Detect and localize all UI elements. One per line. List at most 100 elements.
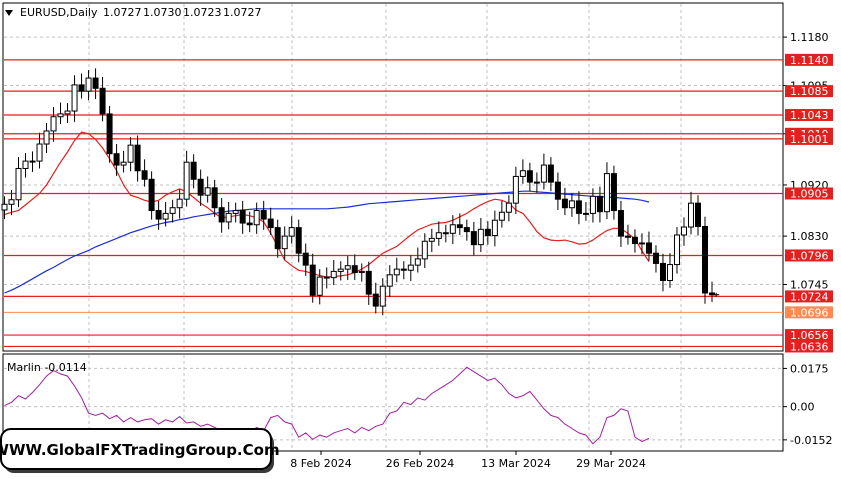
candle-body	[274, 227, 281, 250]
candle	[498, 200, 505, 228]
candle-body	[666, 264, 673, 281]
candle-body	[519, 170, 526, 177]
candle	[316, 269, 323, 305]
level-badge	[785, 187, 833, 200]
candle	[246, 211, 253, 233]
time-tick-label: 26 Feb 2024	[386, 457, 454, 470]
candle	[386, 265, 393, 297]
candle-body	[400, 268, 407, 271]
candle	[141, 159, 148, 187]
candle-body	[64, 110, 71, 115]
candle	[442, 224, 449, 243]
candle	[225, 202, 232, 230]
candle-body	[197, 178, 204, 196]
candle	[183, 150, 190, 207]
candle-body	[22, 160, 29, 169]
candle-body	[50, 116, 57, 132]
candle-body	[463, 227, 470, 233]
candle	[71, 75, 78, 122]
candle-body	[631, 236, 638, 245]
candle	[582, 202, 589, 221]
candle-body	[309, 264, 316, 296]
candle	[344, 256, 351, 280]
candle	[540, 153, 547, 190]
chart-menu-icon[interactable]	[5, 10, 13, 16]
candle-body	[316, 276, 323, 296]
candle-body	[344, 265, 351, 270]
candle-body	[253, 210, 260, 226]
candle	[162, 202, 169, 227]
candle-body	[127, 144, 134, 163]
candle	[190, 154, 197, 189]
candle-body	[533, 181, 540, 184]
indicator-tick-label: 0.00	[790, 401, 815, 414]
candle	[57, 102, 64, 125]
candle	[253, 202, 260, 234]
candle-body	[239, 210, 246, 224]
ohlc-low: 1.0723	[183, 6, 222, 19]
time-axis: 8 Feb 2024 26 Feb 2024 13 Mar 2024 29 Mar 2…	[290, 451, 646, 470]
candle-body	[1, 203, 8, 211]
candle-body	[372, 293, 379, 307]
candle-body	[148, 178, 155, 212]
candle	[330, 260, 337, 286]
candle-body	[526, 170, 533, 183]
candle-body	[246, 222, 253, 226]
candle	[533, 172, 540, 193]
candle-body	[435, 232, 442, 239]
candle	[449, 215, 456, 245]
ma-slow-line	[4, 190, 650, 294]
candle-body	[99, 87, 106, 115]
level-badge-label: 1.1043	[790, 109, 829, 122]
indicator-axis: 0.0175 0.00 -0.0152	[783, 362, 832, 447]
candle	[22, 153, 29, 178]
candle-body	[442, 232, 449, 235]
candle-body	[575, 200, 582, 214]
candle	[596, 186, 603, 223]
candle-body	[449, 224, 456, 234]
candle	[463, 219, 470, 241]
candle	[232, 202, 239, 223]
level-badge-label: 1.0724	[790, 290, 829, 303]
candle-body	[379, 285, 386, 307]
price-tick-label: 1.1180	[790, 31, 829, 44]
time-tick-label: 29 Mar 2024	[576, 457, 646, 470]
candle	[64, 103, 71, 123]
candle-body	[652, 252, 659, 264]
price-axis: 1.11801.10951.10101.09201.08301.07451.11…	[783, 31, 833, 353]
candle-body	[36, 143, 43, 162]
candle-body	[393, 268, 400, 276]
candle-body	[365, 270, 372, 295]
candle-body	[8, 199, 15, 205]
candle	[659, 253, 666, 292]
level-badge	[785, 290, 833, 303]
candle-body	[638, 242, 645, 245]
candle-body	[85, 77, 92, 92]
candle-body	[596, 195, 603, 213]
time-tick-label: 13 Mar 2024	[481, 457, 551, 470]
candle	[176, 189, 183, 219]
candle-body	[113, 153, 120, 166]
candle-body	[680, 226, 687, 236]
candle	[477, 217, 484, 253]
candle-body	[141, 170, 148, 180]
candle-body	[232, 210, 239, 214]
level-badge	[785, 109, 833, 122]
watermark-badge: WWW.GlobalFXTradingGroup.Com	[0, 428, 280, 473]
candle-body	[547, 164, 554, 183]
candle-body	[323, 276, 330, 279]
candle	[617, 200, 624, 247]
candle	[687, 191, 694, 235]
candle	[50, 107, 57, 142]
level-badge-label: 1.0905	[790, 187, 829, 200]
candle	[15, 157, 22, 208]
candle-body	[337, 268, 344, 272]
candle	[323, 267, 330, 289]
candle	[267, 207, 274, 235]
candle	[435, 221, 442, 246]
candle	[274, 219, 281, 258]
candle	[470, 221, 477, 256]
candle	[85, 70, 92, 101]
candles	[1, 68, 720, 316]
level-badge-label: 1.0656	[790, 329, 829, 342]
